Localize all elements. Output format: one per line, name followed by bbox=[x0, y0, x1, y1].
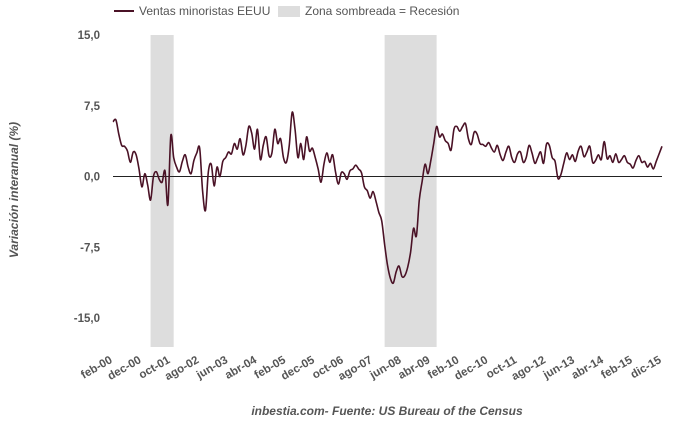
y-tick-label: 0,0 bbox=[84, 172, 100, 184]
x-tick-label: jun-13 bbox=[541, 354, 577, 382]
x-tick-label: abr-04 bbox=[223, 354, 259, 382]
x-tick-label: dec-10 bbox=[453, 354, 491, 383]
series-group bbox=[112, 111, 663, 285]
y-tick-label: -7,5 bbox=[80, 242, 100, 254]
y-tick-label: -15,0 bbox=[74, 313, 100, 325]
y-tick-label: 7,5 bbox=[84, 101, 101, 113]
x-tick-label: feb-15 bbox=[599, 354, 635, 382]
legend-label-recession: Zona sombreada = Recesión bbox=[305, 4, 459, 18]
recession-bands bbox=[150, 35, 437, 347]
y-axis-title: Variación interanual (%) bbox=[7, 122, 21, 258]
x-tick-label: jun-03 bbox=[194, 354, 230, 382]
recession-band-1 bbox=[150, 35, 174, 347]
y-axis-ticks: 15,0 7,5 0,0 -7,5 -15,0 bbox=[74, 30, 101, 325]
recession-band-2 bbox=[384, 35, 437, 347]
x-tick-label: jun-08 bbox=[367, 354, 404, 382]
series-line-retail-sales bbox=[112, 111, 663, 285]
legend-swatch-recession bbox=[278, 6, 300, 17]
x-tick-label: abr-14 bbox=[570, 354, 606, 382]
x-tick-label: abr-09 bbox=[396, 354, 432, 382]
legend-label-retail-sales: Ventas minoristas EEUU bbox=[139, 4, 270, 18]
x-axis-ticks: feb-00dec-00oct-01ago-02jun-03abr-04feb-… bbox=[79, 354, 664, 383]
x-tick-label: dec-00 bbox=[106, 354, 144, 383]
x-tick-label: dic-15 bbox=[629, 354, 664, 381]
legend: Ventas minoristas EEUU Zona sombreada = … bbox=[114, 4, 459, 18]
x-tick-label: dec-05 bbox=[279, 354, 317, 383]
source-note: inbestia.com- Fuente: US Bureau of the C… bbox=[251, 404, 523, 418]
y-tick-label: 15,0 bbox=[78, 30, 100, 42]
